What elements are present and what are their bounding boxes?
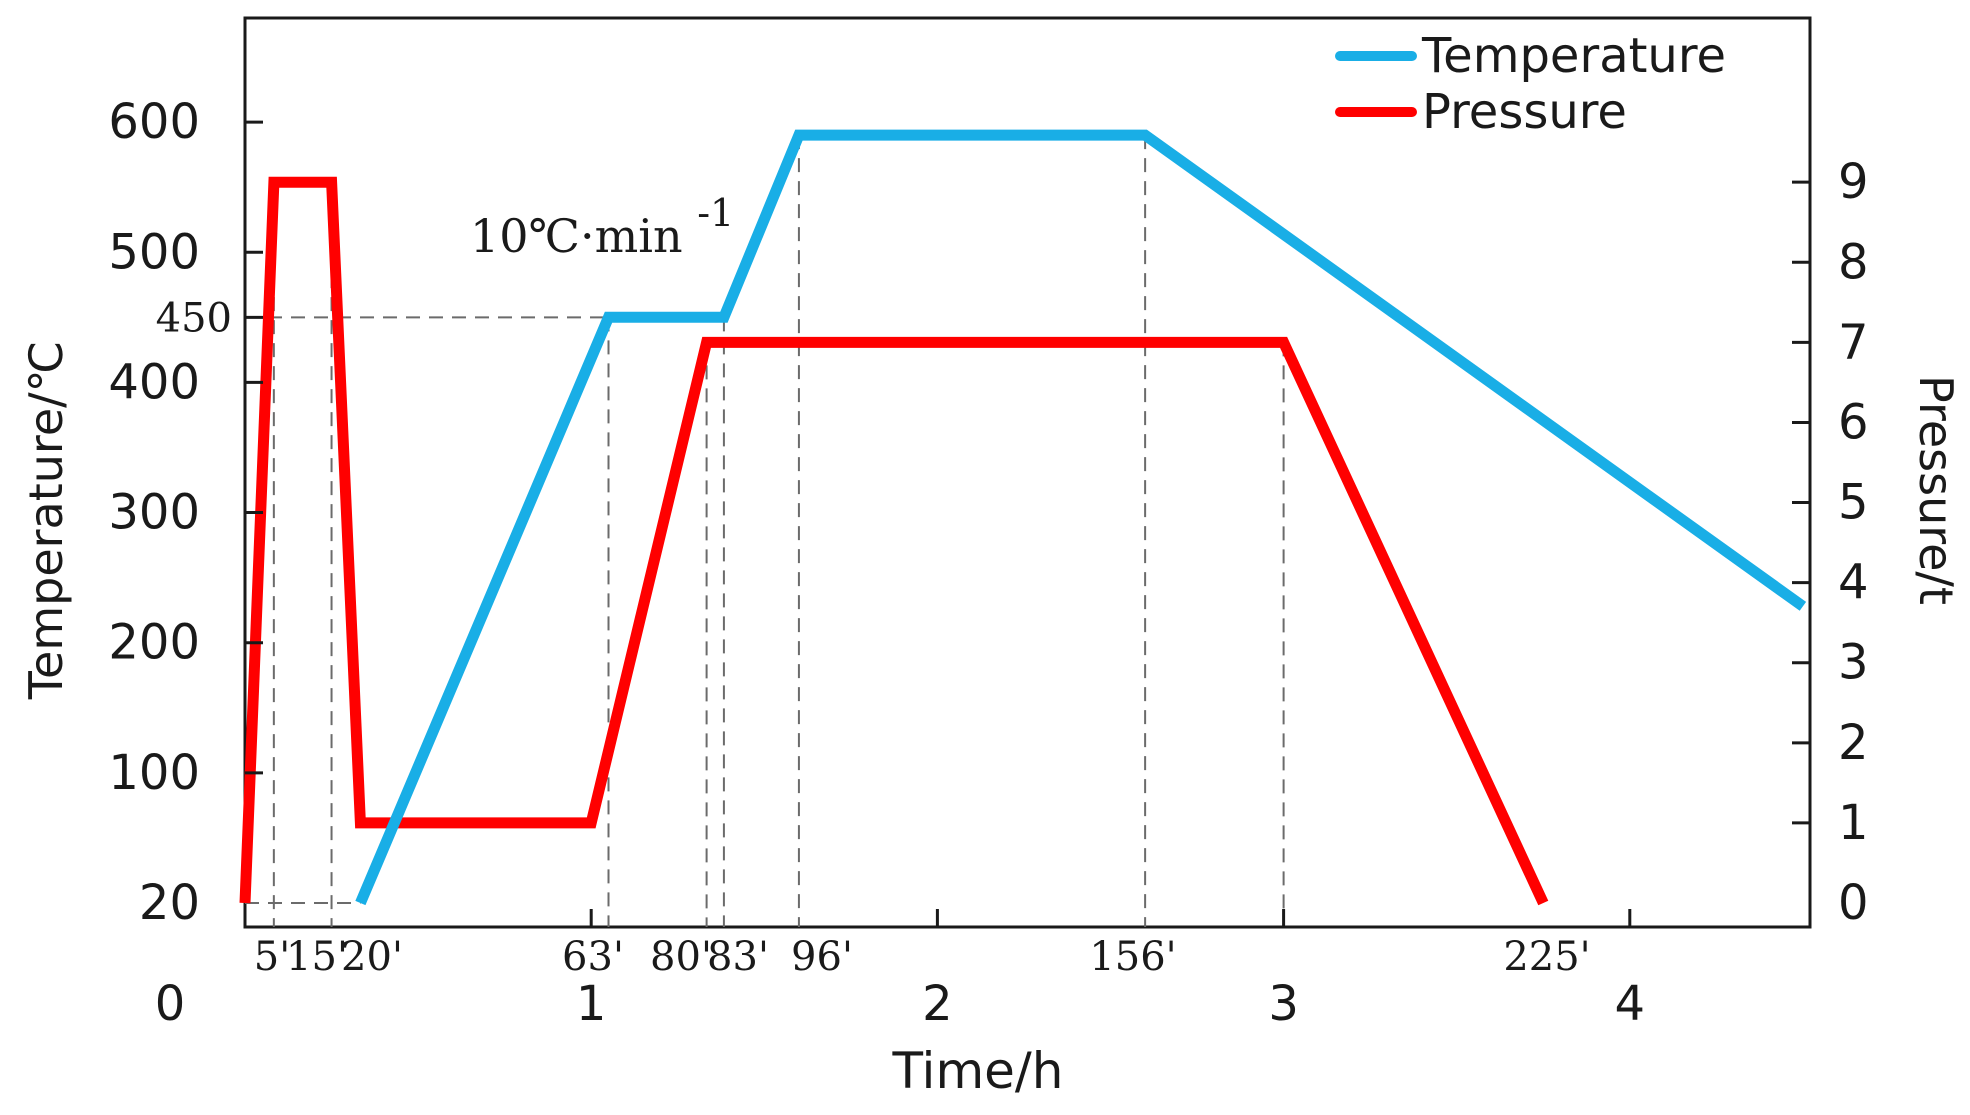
y-left-tick-label-500: 500 (108, 224, 200, 280)
legend: Temperature Pressure (1335, 28, 1726, 140)
y-right-tick-label-3: 3 (1838, 635, 1869, 691)
rate-annotation-text: 10℃·min (470, 209, 683, 263)
y-right-tick-label-0: 0 (1838, 875, 1869, 931)
time-marker-80: 80' (650, 934, 712, 980)
time-marker-20: 20' (341, 934, 403, 980)
pressure-line (239, 176, 1549, 906)
y-right-tick-label-7: 7 (1838, 314, 1869, 370)
time-marker-225: 225' (1503, 934, 1590, 980)
y-left-tick-label-400: 400 (108, 354, 200, 410)
y-right-tick-label-9: 9 (1838, 154, 1869, 210)
rate-annotation: 10℃·min -1 (470, 191, 734, 263)
y-left-tick-label-600: 600 (108, 94, 200, 150)
y-right-tick-label-5: 5 (1838, 475, 1869, 531)
legend-pressure-label: Pressure (1422, 84, 1627, 140)
y-right-axis-label: Pressure/t (1909, 375, 1963, 605)
time-marker-15: 15' (286, 934, 348, 980)
y-left-tick-label-300: 300 (108, 485, 200, 541)
plot-frame (243, 16, 1812, 929)
legend-temperature-label: Temperature (1421, 28, 1726, 84)
x-tick-label-1: 1 (576, 976, 607, 1032)
y-right-tick-label-2: 2 (1838, 715, 1869, 771)
x-tick-label-4: 4 (1615, 976, 1646, 1032)
y-left-axis-label: Temperature/℃ (19, 341, 73, 701)
y-right-tick-label-1: 1 (1838, 795, 1869, 851)
x-axis-label: Time/h (892, 1042, 1064, 1100)
y-left-tick-label-100: 100 (108, 745, 200, 801)
tick-layer: 20 100 200 300 400 450 500 600 0 1 2 3 4 5 6 7 8 9 0 1 2 3 4 5'… (108, 94, 1868, 1032)
y-right-tick-label-4: 4 (1838, 555, 1869, 611)
y-left-tick-label-200: 200 (108, 615, 200, 671)
series-layer (239, 129, 1807, 906)
y-right-tick-label-8: 8 (1838, 234, 1869, 290)
x-tick-label-2: 2 (922, 976, 953, 1032)
x-tick-label-3: 3 (1268, 976, 1299, 1032)
y-right-tick-label-6: 6 (1838, 394, 1869, 450)
rate-annotation-superscript: -1 (697, 191, 734, 235)
time-marker-83: 83' (707, 934, 769, 980)
time-marker-63: 63' (562, 934, 624, 980)
time-marker-5: 5' (254, 934, 290, 980)
time-marker-156: 156' (1089, 934, 1176, 980)
y-left-tick-label-20: 20 (139, 875, 200, 931)
time-marker-96: 96' (791, 934, 853, 980)
x-tick-label-0: 0 (155, 976, 186, 1032)
y-left-tick-label-450: 450 (156, 295, 232, 341)
temperature-line (355, 129, 1807, 906)
